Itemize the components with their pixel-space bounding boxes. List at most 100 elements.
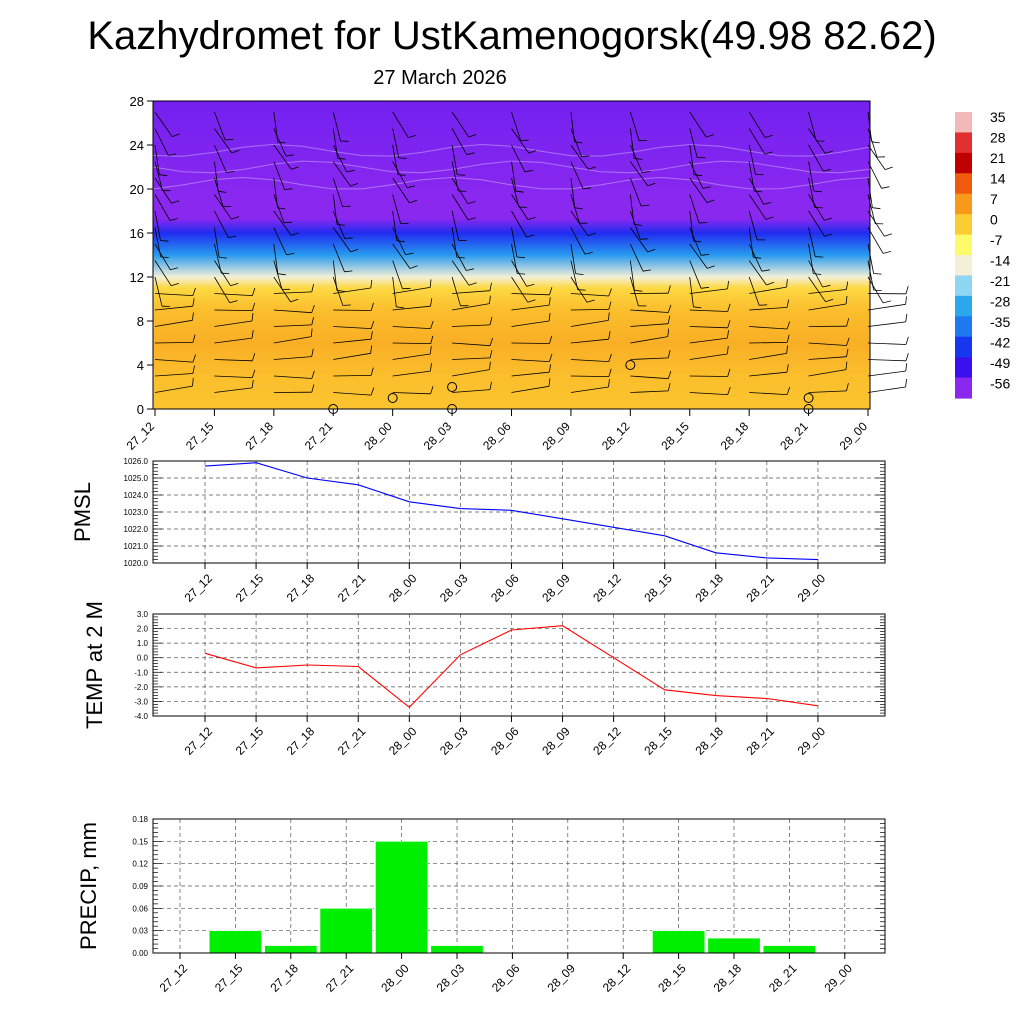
wind-barb-flag (291, 232, 299, 236)
panel3-xtick-label: 28_18 (711, 961, 745, 995)
panel2-xtick-label: 27_18 (284, 724, 318, 758)
wind-barb-flag (370, 367, 374, 376)
wind-barb-staff (214, 111, 226, 141)
wind-barb-flag (524, 169, 533, 173)
panel1-xtick-label: 28_03 (437, 571, 471, 605)
wind-barb-staff (392, 370, 431, 377)
wind-barb-flag (905, 363, 908, 372)
wind-barb-staff (273, 111, 279, 142)
wind-barb-flag (344, 270, 353, 273)
wind-barb-staff (332, 194, 338, 225)
wind-barb-staff (511, 304, 550, 311)
wind-barb-flag (516, 256, 526, 259)
wind-barb-staff (273, 291, 312, 294)
heatmap-ytick-label: 28 (130, 94, 144, 109)
wind-barb-flag (528, 150, 537, 154)
wind-barb-flag (905, 378, 907, 388)
wind-barb-staff (867, 359, 907, 362)
heatmap-xtick-label: 28_15 (658, 419, 692, 453)
panel1-ytick-label: 1023.0 (124, 508, 149, 517)
wind-barb-flag (370, 320, 375, 329)
panel1-frame (152, 460, 886, 564)
colorbar-label: -49 (990, 355, 1010, 371)
wind-barb-flag (905, 336, 909, 345)
wind-barb-flag (647, 248, 656, 253)
wind-barb-flag (786, 364, 789, 373)
wind-barb-flag (430, 386, 434, 394)
wind-barb-flag (517, 273, 526, 275)
wind-barb-staff (392, 392, 431, 395)
page-subtitle: 27 March 2026 (373, 67, 507, 89)
panel3-ylabel: PRECIP, mm (76, 822, 101, 950)
wind-barb-staff (392, 353, 431, 360)
panel2-xtick-label: 29_00 (795, 724, 829, 758)
wind-barb-flag (527, 216, 536, 220)
wind-barb-flag (370, 279, 373, 289)
wind-barb-staff (333, 338, 372, 344)
wind-barb-flag (825, 298, 834, 303)
wind-barb-staff (451, 260, 470, 286)
panel3-bar (319, 907, 373, 954)
panel3-frame (152, 818, 886, 954)
wind-barb-staff (570, 260, 579, 290)
wind-barb-staff (452, 357, 491, 360)
wind-barb-flag (171, 200, 180, 204)
wind-barb-flag (526, 234, 535, 238)
wind-barb-flag (409, 200, 418, 204)
wind-barb-flag (825, 150, 833, 154)
wind-barb-staff (867, 227, 884, 254)
wind-barb-flag (489, 381, 492, 390)
colorbar-cell (955, 173, 972, 195)
wind-barb-staff (808, 177, 815, 208)
wind-barb-staff (867, 386, 906, 393)
wind-barb-staff (867, 260, 874, 291)
wind-barb-staff (808, 210, 825, 237)
wind-barb-staff (451, 194, 469, 221)
wind-barb-staff (629, 194, 635, 225)
panel3-ytick-label: 0.18 (132, 815, 148, 824)
panel3-xtick-label: 27_12 (157, 961, 191, 995)
wind-barb-flag (430, 335, 434, 344)
wind-barb-flag (336, 289, 345, 292)
wind-barb-flag (634, 289, 643, 292)
wind-barb-staff (332, 161, 351, 187)
wind-barb-staff (392, 144, 399, 175)
wind-barb-flag (786, 386, 791, 395)
wind-barb-staff (808, 356, 847, 360)
contour-line (152, 176, 871, 190)
colorbar-label: 35 (990, 109, 1006, 125)
wind-barb-flag (905, 313, 908, 322)
wind-barb-flag (882, 300, 891, 304)
wind-barb-staff (689, 144, 695, 175)
panel1-ytick-label: 1026.0 (124, 457, 149, 466)
wind-barb-flag (823, 168, 832, 172)
wind-barb-flag (727, 320, 731, 328)
colorbar-label: -28 (990, 294, 1010, 310)
wind-barb-staff (273, 161, 285, 190)
wind-barb-staff (749, 286, 787, 294)
wind-barb-flag (252, 302, 256, 311)
panel3-ytick-label: 0.06 (132, 904, 148, 913)
heatmap-xtick-label: 27_18 (242, 419, 276, 453)
wind-barb-staff (748, 111, 766, 138)
panel1-xtick-label: 28_09 (539, 571, 573, 605)
wind-barb-flag (608, 288, 612, 297)
wind-barb-flag (608, 353, 612, 362)
wind-barb-flag (283, 221, 292, 224)
wind-barb-flag (192, 312, 194, 321)
heatmap-xtick-label: 27_12 (124, 419, 158, 453)
wind-barb-staff (452, 324, 491, 327)
wind-barb-flag (634, 157, 643, 160)
wind-barb-staff (689, 177, 708, 203)
wind-barbs (154, 111, 909, 396)
wind-barb-flag (192, 287, 196, 296)
wind-barb-flag (667, 370, 672, 379)
wind-barb-staff (808, 111, 817, 142)
heatmap-xtick-label: 28_18 (718, 419, 752, 453)
wind-barb-staff (689, 375, 728, 377)
wind-barb-staff (273, 324, 312, 327)
panel2-ytick-label: 3.0 (137, 610, 149, 619)
panel3-ytick-label: 0.15 (132, 837, 148, 846)
wind-barb-staff (154, 373, 193, 377)
wind-barb-staff (154, 305, 193, 311)
